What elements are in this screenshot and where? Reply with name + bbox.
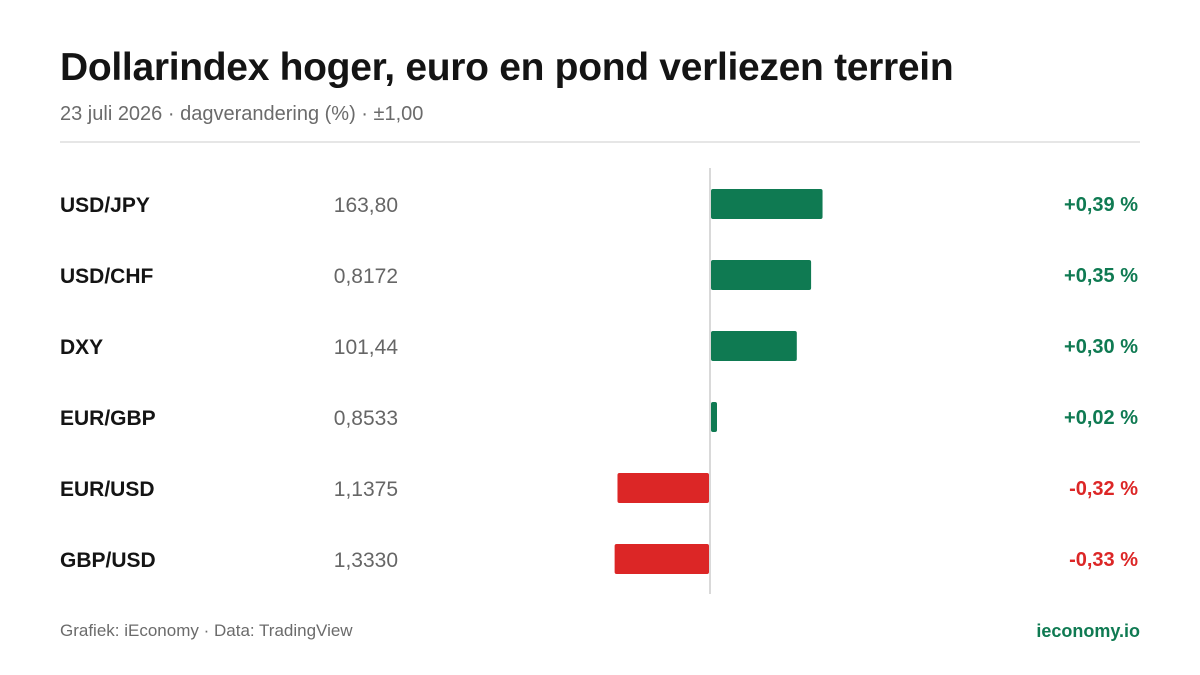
chart-row: EUR/USD 1,1375 -0,32 % <box>60 473 1138 503</box>
pair-label: DXY <box>60 336 103 359</box>
price-label: 1,1375 <box>334 478 398 501</box>
pair-label: USD/CHF <box>60 265 154 288</box>
price-label: 163,80 <box>334 194 398 217</box>
price-label: 1,3330 <box>334 549 398 572</box>
price-label: 101,44 <box>334 336 399 359</box>
change-bar <box>711 260 812 290</box>
currency-change-chart: USD/JPY 163,80 +0,39 % USD/CHF 0,8172 +0,35 %… <box>60 168 1138 594</box>
change-bar <box>711 189 823 219</box>
change-label: +0,35 % <box>1064 265 1138 287</box>
header-divider <box>60 141 1140 143</box>
change-bar <box>617 473 709 503</box>
change-label: +0,30 % <box>1064 336 1138 358</box>
chart-row: DXY 101,44 +0,30 % <box>60 331 1138 361</box>
footer-brand-link[interactable]: ieconomy.io <box>1036 621 1140 641</box>
price-label: 0,8533 <box>334 407 398 430</box>
change-label: +0,39 % <box>1064 194 1138 216</box>
footer-source: Grafiek: iEconomy · Data: TradingView <box>60 621 353 640</box>
chart-row: USD/CHF 0,8172 +0,35 % <box>60 260 1138 290</box>
chart-title: Dollarindex hoger, euro en pond verlieze… <box>60 46 954 89</box>
pair-label: GBP/USD <box>60 549 156 572</box>
change-bar <box>614 544 709 574</box>
pair-label: USD/JPY <box>60 194 150 217</box>
chart-subtitle: 23 juli 2026 · dagverandering (%) · ±1,0… <box>60 103 424 125</box>
change-label: -0,33 % <box>1069 549 1138 571</box>
pair-label: EUR/GBP <box>60 407 156 430</box>
change-bar <box>711 331 797 361</box>
chart-row: EUR/GBP 0,8533 +0,02 % <box>60 402 1138 432</box>
chart-row: GBP/USD 1,3330 -0,33 % <box>60 544 1138 574</box>
change-label: -0,32 % <box>1069 478 1138 500</box>
pair-label: EUR/USD <box>60 478 155 501</box>
price-label: 0,8172 <box>334 265 398 288</box>
chart-row: USD/JPY 163,80 +0,39 % <box>60 189 1138 219</box>
change-label: +0,02 % <box>1064 407 1138 429</box>
change-bar <box>711 402 717 432</box>
